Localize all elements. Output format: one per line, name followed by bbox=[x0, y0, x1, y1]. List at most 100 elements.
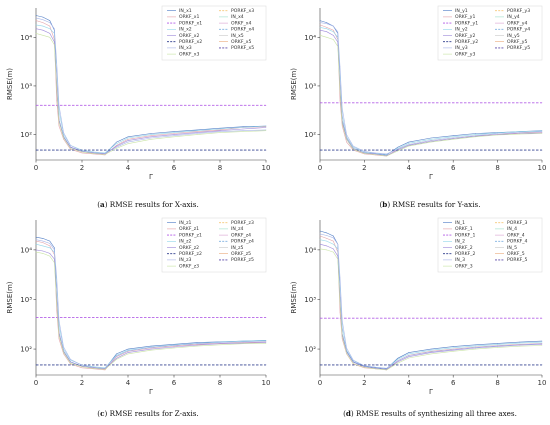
series-point bbox=[346, 317, 347, 319]
legend-entry: ORKF_y4 bbox=[507, 20, 527, 26]
x-tick-label: 6 bbox=[451, 379, 456, 387]
y-tick-label: 10³ bbox=[304, 82, 316, 90]
series-point bbox=[430, 349, 432, 351]
series-point bbox=[452, 138, 454, 140]
series-point bbox=[265, 104, 267, 106]
y-tick-label: 10² bbox=[20, 346, 32, 354]
series-point bbox=[341, 319, 343, 321]
series-point bbox=[337, 31, 339, 33]
x-tick-label: 6 bbox=[172, 164, 177, 172]
series-point bbox=[332, 25, 334, 27]
series-point bbox=[519, 102, 521, 104]
series-point bbox=[104, 369, 106, 371]
series-point bbox=[56, 149, 58, 151]
series-point bbox=[173, 343, 175, 345]
series-point bbox=[93, 368, 94, 370]
series-point bbox=[196, 364, 198, 366]
series-point bbox=[332, 102, 334, 104]
legend-entry: ORKF_x1 bbox=[179, 14, 199, 20]
series-point bbox=[242, 128, 244, 130]
series-point bbox=[173, 132, 175, 133]
series-point bbox=[54, 149, 55, 151]
y-tick-label: 10² bbox=[304, 346, 316, 354]
series-point bbox=[63, 104, 64, 106]
series-point bbox=[49, 243, 51, 244]
series-point bbox=[339, 149, 341, 151]
series-point bbox=[63, 149, 64, 151]
y-tick-label: 10⁴ bbox=[304, 246, 316, 254]
series-point bbox=[541, 133, 543, 134]
series-point bbox=[127, 317, 129, 318]
series-point bbox=[430, 364, 432, 366]
legend-entry: IN_z4 bbox=[231, 226, 243, 232]
series-point bbox=[386, 154, 387, 155]
series-point bbox=[452, 137, 454, 139]
series-point bbox=[49, 33, 51, 34]
x-tick-label: 0 bbox=[34, 379, 38, 387]
x-tick-label: 10 bbox=[262, 379, 271, 387]
legend-entry: ORKF_1 bbox=[455, 226, 473, 232]
series-point bbox=[219, 364, 221, 366]
series-point bbox=[352, 317, 354, 319]
series-point bbox=[127, 140, 129, 141]
series-point bbox=[242, 149, 244, 151]
legend-entry: IN_y2 bbox=[455, 27, 468, 33]
series-point bbox=[93, 151, 94, 153]
series-point bbox=[150, 364, 152, 366]
series-point bbox=[408, 357, 410, 359]
series-point bbox=[326, 22, 328, 23]
series-point bbox=[326, 27, 328, 28]
series-point bbox=[70, 364, 71, 366]
series-point bbox=[58, 125, 60, 127]
legend-box bbox=[161, 217, 267, 273]
series-point bbox=[430, 351, 432, 353]
series-point bbox=[70, 359, 71, 361]
series-point bbox=[352, 149, 354, 151]
series-point bbox=[326, 149, 328, 151]
series-point bbox=[42, 253, 44, 254]
series-point bbox=[319, 29, 321, 31]
series-point bbox=[430, 140, 432, 141]
series-point bbox=[475, 133, 476, 134]
series-point bbox=[49, 255, 51, 257]
series-point bbox=[116, 149, 117, 151]
series-point bbox=[319, 233, 321, 235]
series-point bbox=[452, 136, 454, 138]
y-axis-label: RMSE(m) bbox=[6, 68, 14, 100]
x-tick-label: 6 bbox=[172, 379, 177, 387]
series-point bbox=[497, 132, 498, 134]
series-point bbox=[541, 340, 543, 342]
series-point bbox=[54, 262, 55, 264]
legend-entry: ORKF_4 bbox=[507, 232, 525, 238]
series-point bbox=[497, 343, 498, 344]
series-point bbox=[56, 317, 58, 318]
series-point bbox=[196, 344, 198, 346]
series-point bbox=[332, 243, 334, 245]
series-point bbox=[42, 149, 44, 151]
series-point bbox=[326, 102, 328, 104]
series-point bbox=[541, 102, 543, 104]
series-point bbox=[242, 104, 244, 106]
series-point bbox=[58, 111, 60, 112]
panel-a: 0 2 4 6 8 1010²10³10⁴ΓRMSE(m)IN_x1ORKF_x1PORK… bbox=[6, 5, 270, 209]
series-point bbox=[541, 132, 543, 134]
series-point bbox=[42, 245, 44, 247]
series-point bbox=[219, 317, 221, 318]
series-point bbox=[42, 250, 44, 252]
series-point bbox=[337, 46, 339, 47]
series-point bbox=[196, 134, 198, 135]
series-point bbox=[339, 302, 341, 304]
series-point bbox=[219, 131, 221, 132]
series-point bbox=[42, 25, 44, 27]
series-point bbox=[386, 155, 387, 157]
series-point bbox=[375, 152, 376, 154]
series-point bbox=[49, 104, 51, 106]
series-point bbox=[150, 133, 152, 134]
series-point bbox=[452, 350, 454, 352]
legend-box bbox=[437, 5, 543, 61]
legend-entry: IN_x3 bbox=[179, 45, 192, 51]
series-point bbox=[104, 104, 106, 106]
series-point bbox=[265, 341, 267, 342]
series-point bbox=[519, 345, 521, 347]
series-point bbox=[93, 152, 94, 153]
